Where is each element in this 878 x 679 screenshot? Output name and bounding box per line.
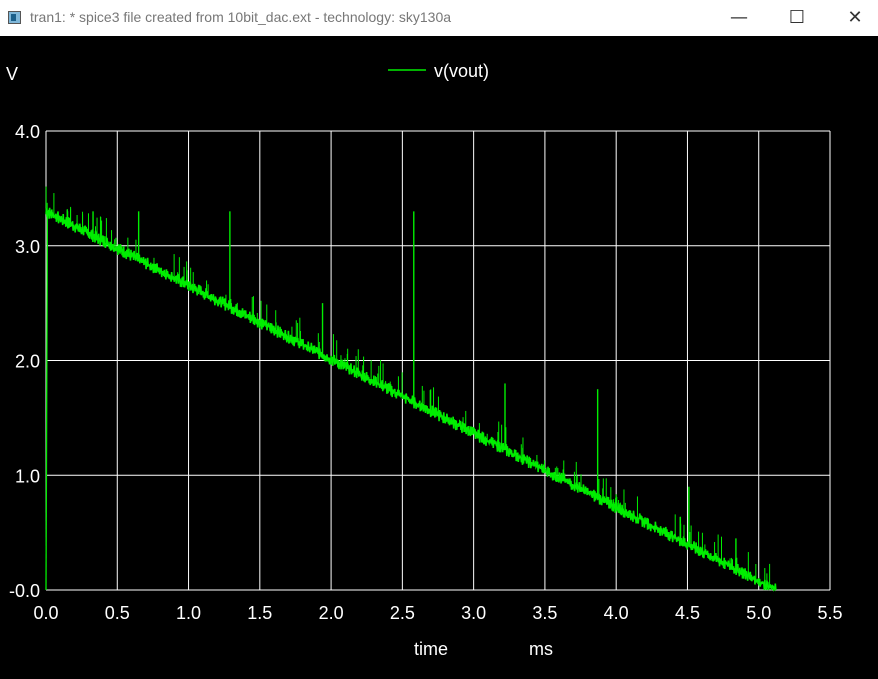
y-tick-label: 2.0 <box>15 352 40 372</box>
window-title: tran1: * spice3 file created from 10bit_… <box>30 9 452 25</box>
legend-entry-v-vout[interactable]: v(vout) <box>434 61 489 81</box>
close-button[interactable]: ✕ <box>847 7 863 28</box>
y-axis-label: V <box>6 64 18 84</box>
x-tick-label: 0.5 <box>105 603 130 623</box>
x-tick-label: 3.5 <box>532 603 557 623</box>
title-bar: tran1: * spice3 file created from 10bit_… <box>0 0 878 36</box>
x-tick-label: 1.5 <box>247 603 272 623</box>
plot-area: 0.0 0.5 1.0 1.5 2.0 2.5 3.0 3.5 4.0 4.5 5.0 5.5 -0.0… <box>0 36 878 674</box>
maximize-button[interactable]: ☐ <box>788 7 806 28</box>
x-tick-label: 2.0 <box>319 603 344 623</box>
trace-initial-transient <box>45 211 49 591</box>
app-window-icon <box>8 11 21 24</box>
tick-labels: 0.0 0.5 1.0 1.5 2.0 2.5 3.0 3.5 4.0 4.5 5.0 5.5 -0.0… <box>9 122 843 623</box>
x-tick-label: 1.0 <box>176 603 201 623</box>
y-tick-label: 1.0 <box>15 466 40 486</box>
minimize-button[interactable]: — <box>730 7 748 28</box>
x-axis-label: time <box>414 639 448 659</box>
y-tick-label: 4.0 <box>15 122 40 142</box>
x-tick-label: 5.0 <box>746 603 771 623</box>
x-tick-label: 4.5 <box>675 603 700 623</box>
x-tick-label: 3.0 <box>461 603 486 623</box>
grid <box>45 130 831 591</box>
x-axis-unit: ms <box>529 639 553 659</box>
x-tick-label: 2.5 <box>390 603 415 623</box>
y-tick-label: -0.0 <box>9 581 40 601</box>
x-tick-label: 4.0 <box>604 603 629 623</box>
waveform-chart: 0.0 0.5 1.0 1.5 2.0 2.5 3.0 3.5 4.0 4.5 5.0 5.5 -0.0… <box>6 61 843 659</box>
y-tick-label: 3.0 <box>15 237 40 257</box>
x-tick-label: 5.5 <box>817 603 842 623</box>
trace-ramp <box>45 207 777 592</box>
trace-v-vout <box>45 186 777 592</box>
x-tick-label: 0.0 <box>33 603 58 623</box>
